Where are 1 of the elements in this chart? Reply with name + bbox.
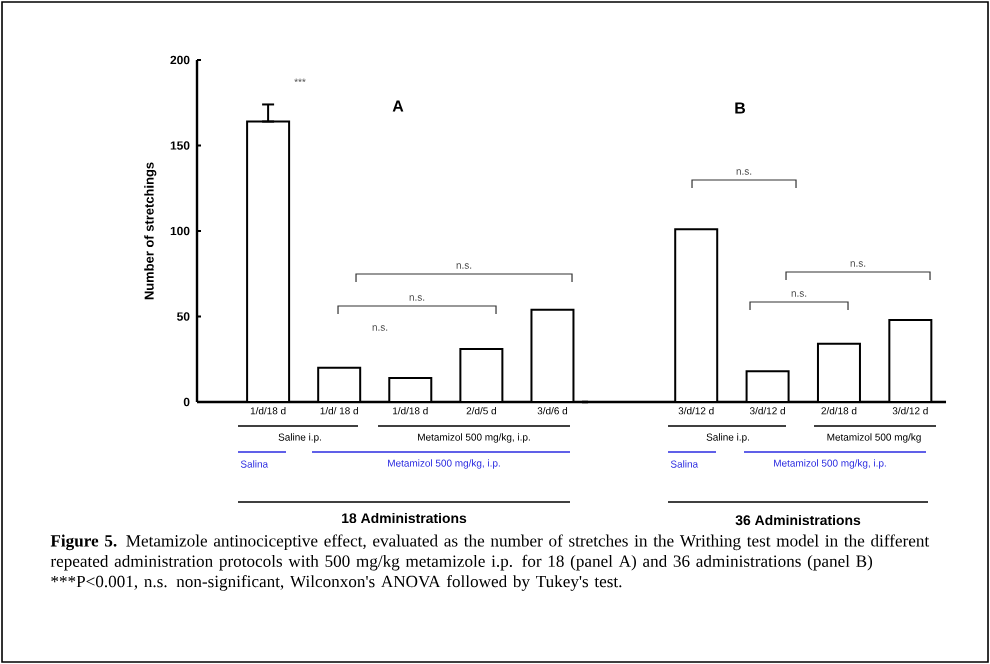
text: Figure 5. Metamizole antinociceptive effect, evaluated as the number of stretches in the Writhing test model in the different repeated administration protocols with 500 mg/kg metamizole i.p. for 18 (panel A) and 36 administrations (panel B) ***P<0.001, n.s. non-significant, Wilconxon's ANOVA followed by Tukey's test. (50, 534, 930, 591)
